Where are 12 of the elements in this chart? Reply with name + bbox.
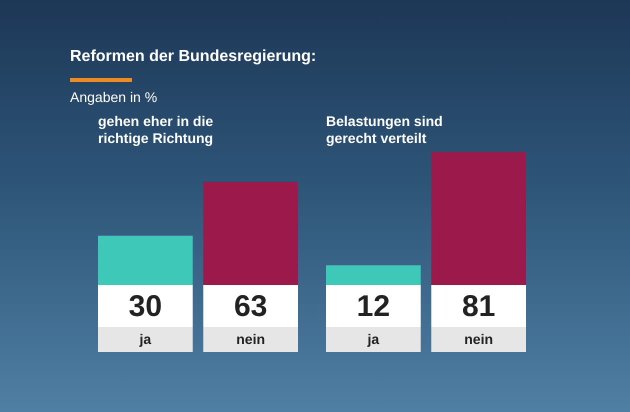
x-tick-label: ja — [366, 331, 380, 347]
text: Angaben in % — [70, 89, 158, 105]
data-label: 12 — [356, 290, 390, 323]
x-tick-label: nein — [464, 331, 494, 347]
text: Reformen der Bundesregierung: — [70, 48, 316, 66]
chart-title: Belastungen sind gerecht verteilt — [326, 113, 444, 147]
data-label: 30 — [128, 290, 162, 323]
x-tick-label: ja — [138, 331, 152, 347]
data-label: 81 — [462, 290, 496, 323]
data-label: 63 — [234, 290, 268, 323]
x-tick-label: nein — [236, 331, 266, 347]
chart-title: gehen eher in die richtige Richtung — [98, 113, 214, 147]
